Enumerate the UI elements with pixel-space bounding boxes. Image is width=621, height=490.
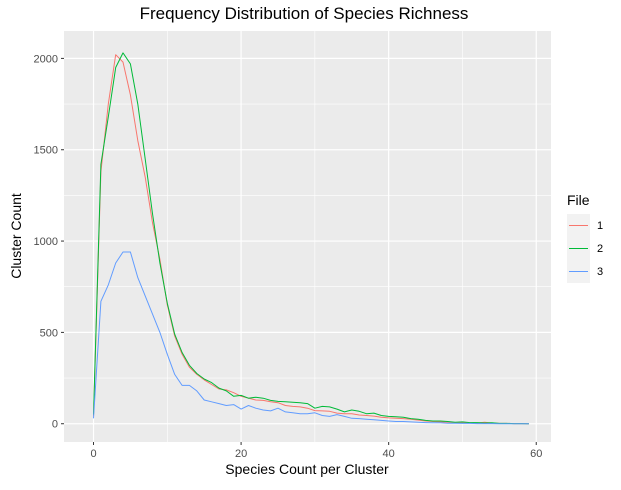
legend-label-1: 1 [597,220,603,232]
legend-label-2: 2 [597,243,603,255]
series-line-2 [93,52,529,425]
grid-minor [64,31,551,442]
grid-major [64,31,551,442]
y-tick-label: 1000 [34,236,58,248]
legend-keys: 1 2 3 [567,214,603,283]
x-tick-label: 20 [235,448,247,460]
legend-label-3: 3 [597,266,603,278]
series-layer [93,52,529,425]
y-tick-label: 2000 [34,53,58,65]
x-tick-label: 60 [530,448,542,460]
legend-title: File [567,192,590,208]
x-axis-title: Species Count per Cluster [225,461,389,477]
chart-title: Frequency Distribution of Species Richne… [140,4,469,23]
x-axis-ticks: 0 20 40 60 [90,442,542,460]
y-axis-title: Cluster Count [8,193,24,279]
y-axis-ticks: 0 500 1000 1500 2000 [34,53,64,431]
legend: File 1 2 3 [567,192,603,283]
y-tick-label: 500 [40,327,58,339]
series-line-3 [93,251,529,425]
x-tick-label: 0 [90,448,96,460]
y-tick-label: 0 [52,419,58,431]
y-tick-label: 1500 [34,145,58,157]
plot-panel [64,31,551,442]
x-tick-label: 40 [383,448,395,460]
